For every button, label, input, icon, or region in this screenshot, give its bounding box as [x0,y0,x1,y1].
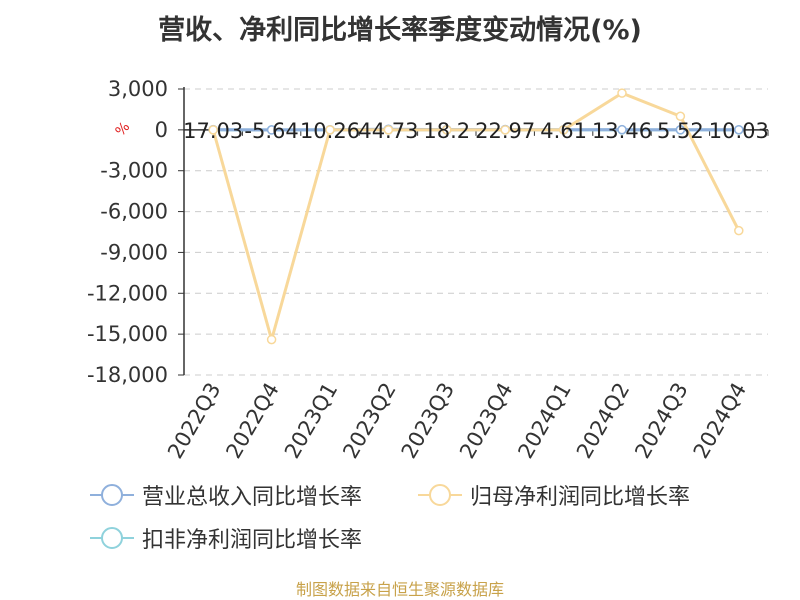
y-tick-label: -15,000 [87,322,168,346]
data-point-net_profit [266,334,277,345]
data-point-net_profit [325,125,335,135]
legend-label-deducted-profit: 扣非净利润同比增长率 [142,528,363,553]
y-tick-label: -6,000 [100,200,168,224]
data-point-revenue [734,124,744,135]
legend-label-revenue: 营业总收入同比增长率 [142,485,363,510]
legend-marker-deducted-profit [90,526,134,550]
chart-title: 营收、净利同比增长率季度变动情况(%) [158,15,642,46]
data-label: 22.97 [475,119,535,143]
y-tick-label: -12,000 [87,281,168,305]
data-point-revenue [617,124,627,135]
x-tick-label: 2024Q4 [689,379,751,463]
data-point-net_profit [734,225,744,236]
data-point-revenue [266,125,277,135]
data-point-net_profit [500,125,510,135]
data-point-net_profit [617,88,627,98]
data-point-net_profit [558,125,569,135]
x-tick-label: 2023Q1 [280,379,342,463]
legend-item-deducted-profit[interactable]: 扣非净利润同比增长率 [90,522,362,554]
legend-item-revenue[interactable]: 营业总收入同比增长率 [90,479,362,511]
data-label: 18.2 [423,119,470,143]
data-label: 10.03 [709,119,769,143]
x-tick-label: 2022Q3 [163,379,225,463]
data-point-net_profit [442,125,452,135]
legend-item-net-profit[interactable]: 归母净利润同比增长率 [418,479,690,511]
y-tick-label: -18,000 [87,363,168,387]
data-point-net_profit [208,125,218,135]
x-tick-label: 2023Q3 [397,379,459,463]
data-label: 4.61 [540,119,587,143]
y-axis-unit: % [113,119,134,139]
x-tick-label: 2024Q3 [630,379,692,463]
y-tick-label: 0 [155,118,168,142]
x-tick-label: 2024Q2 [572,379,634,463]
series-line-net_profit [211,91,741,342]
data-label: 5.52 [657,119,704,143]
y-tick-label: 3,000 [108,77,168,101]
data-label: 44.73 [358,119,418,143]
data-point-net_profit [383,125,394,135]
x-tick-label: 2023Q2 [338,379,400,463]
y-tick-label: -9,000 [100,240,168,264]
legend-marker-net-profit [418,483,462,507]
data-label: -5.64 [244,119,298,143]
x-tick-label: 2024Q1 [513,379,575,463]
legend-label-net-profit: 归母净利润同比增长率 [470,485,691,510]
data-point-revenue [675,125,686,135]
data-label: 13.46 [592,119,652,143]
x-tick-label: 2022Q4 [221,379,283,463]
legend-marker-revenue [90,483,134,507]
data-label: 10.26 [300,119,360,143]
data-point-net_profit [675,111,686,121]
source-note: 制图数据来自恒生聚源数据库 [295,580,504,599]
y-tick-label: -3,000 [100,159,168,183]
data-label: 17.03 [183,119,243,143]
x-tick-label: 2023Q4 [455,379,517,463]
